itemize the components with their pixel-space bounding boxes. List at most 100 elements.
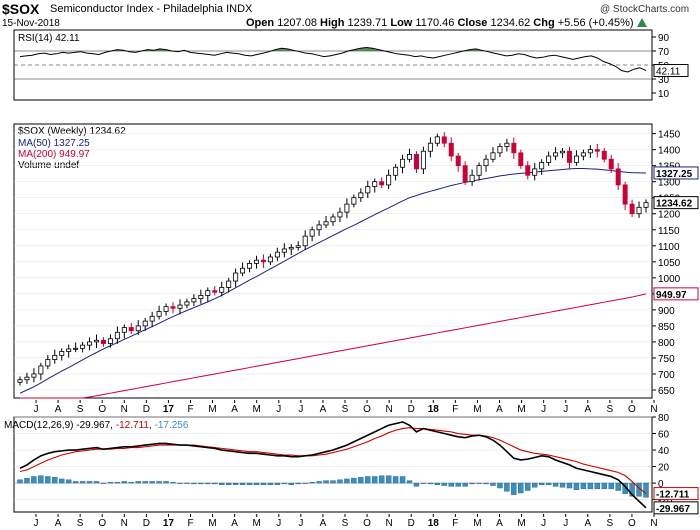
macd-value: -29.967 [76, 420, 111, 431]
macd-tick-label: 80 [658, 413, 670, 424]
macd-histogram-bar [274, 482, 281, 485]
candle-body [260, 259, 266, 263]
x-axis-label: N [650, 404, 657, 415]
macd-histogram-bar [93, 481, 100, 484]
candle-body [135, 325, 141, 332]
price-tick-label: 650 [658, 386, 675, 397]
x-axis-label: A [231, 404, 238, 415]
x-axis-label: J [34, 518, 39, 529]
candle-body [622, 184, 628, 205]
macd-histogram-bar [490, 482, 496, 486]
macd-histogram-bar [545, 482, 552, 485]
x-axis-label: D [408, 404, 415, 415]
macd-histogram-bar [448, 482, 454, 487]
candle-body [163, 306, 169, 312]
macd-tick-label: 40 [658, 446, 670, 457]
price-frame [13, 123, 653, 399]
macd-line [19, 421, 647, 509]
macd-histogram-bar [406, 480, 413, 484]
x-axis-label: A [584, 404, 591, 415]
macd-histogram-bar [177, 482, 183, 484]
x-axis-label: A [55, 518, 62, 529]
macd-histogram-bar [79, 481, 86, 484]
x-axis-label: J [276, 404, 281, 415]
macd-tick-label: -20 [658, 496, 673, 507]
candle-body [170, 306, 176, 309]
candle-body [17, 379, 23, 383]
x-axis-label: A [55, 404, 62, 415]
candle-body [393, 166, 399, 176]
macd-histogram-bar [483, 482, 489, 485]
macd-histogram-bar [344, 478, 350, 484]
x-axis-label: N [121, 404, 128, 415]
ohlc-readout: Open 1207.08 High 1239.71 Low 1170.46 Cl… [246, 17, 647, 30]
candle-body [532, 168, 538, 176]
x-axis-label: S [342, 518, 349, 529]
rsi-legend: RSI(14) 42.11 [18, 33, 80, 45]
x-axis-label: J [34, 404, 39, 415]
macd-histogram-bar [476, 482, 482, 484]
candle-body [156, 311, 162, 317]
candle-body [254, 259, 259, 264]
x-axis-label: 17 [163, 518, 175, 529]
macd-histogram-bar [455, 482, 461, 487]
candle-body [580, 152, 586, 157]
candle-body [476, 165, 482, 176]
macd-histogram-bar [608, 482, 614, 490]
macd-histogram-bar [52, 477, 58, 484]
x-axis-label: M [473, 404, 481, 415]
low-value: 1170.46 [415, 17, 455, 29]
macd-histogram-bar [65, 479, 72, 484]
candle-body [295, 245, 301, 248]
macd-histogram-bar [462, 482, 468, 487]
macd-histogram-bar [309, 482, 315, 484]
close-value: 1234.62 [490, 17, 531, 29]
macd-histogram-bar [184, 482, 190, 484]
candle-body [281, 248, 287, 253]
x-axis-label: A [496, 404, 503, 415]
macd-histogram-bar [615, 482, 621, 491]
x-axis-label: J [298, 404, 303, 415]
price-tick-label: 1150 [658, 226, 680, 237]
candle-body [372, 181, 378, 187]
rsi-tick-label: 10 [658, 89, 670, 100]
macd-histogram-bar [170, 482, 176, 484]
ma200-value-tag-box [653, 287, 699, 301]
price-tick-label: 1000 [658, 274, 681, 285]
macd-histogram-bar [246, 482, 253, 485]
close-value-tag-text: 1234.62 [656, 199, 693, 210]
open-label: Open [246, 17, 275, 29]
price-tick-label: 700 [658, 370, 675, 381]
candle-body [226, 280, 232, 288]
watermark: @ StockCharts.com [600, 4, 690, 15]
x-axis-label: M [208, 404, 216, 415]
candle-body [629, 203, 635, 215]
macd-histogram-bar [212, 482, 218, 485]
close-label: Close [457, 17, 488, 29]
candle-body [455, 155, 461, 167]
x-axis-label: N [121, 518, 128, 529]
x-axis-label: N [386, 404, 393, 415]
candle-body [316, 224, 322, 231]
macd-histogram-bar [198, 482, 204, 485]
close-value-tag-box [653, 196, 699, 210]
x-axis-label: F [452, 404, 458, 415]
chart-date: 15-Nov-2018 [2, 18, 60, 29]
candle-body [309, 229, 315, 237]
x-axis-label: A [231, 518, 238, 529]
rsi-last-value-tag: 42.11 [656, 67, 681, 78]
macd-histogram-bar [532, 482, 538, 488]
x-axis-label: O [98, 518, 106, 529]
candle-body [615, 168, 621, 186]
candle-body [288, 246, 294, 250]
candle-body [330, 216, 336, 223]
price-tick-label: 750 [658, 354, 675, 365]
ma200-legend-value: 949.97 [59, 149, 90, 160]
macd-tick-label: 0 [658, 479, 664, 490]
macd-histogram-bar [260, 482, 267, 485]
chg-value: +5.56 (+0.45%) [557, 17, 634, 29]
macd-histogram-bar [38, 475, 44, 484]
price-legend-symbol: $SOX (Weekly) 1234.62 [18, 126, 126, 138]
